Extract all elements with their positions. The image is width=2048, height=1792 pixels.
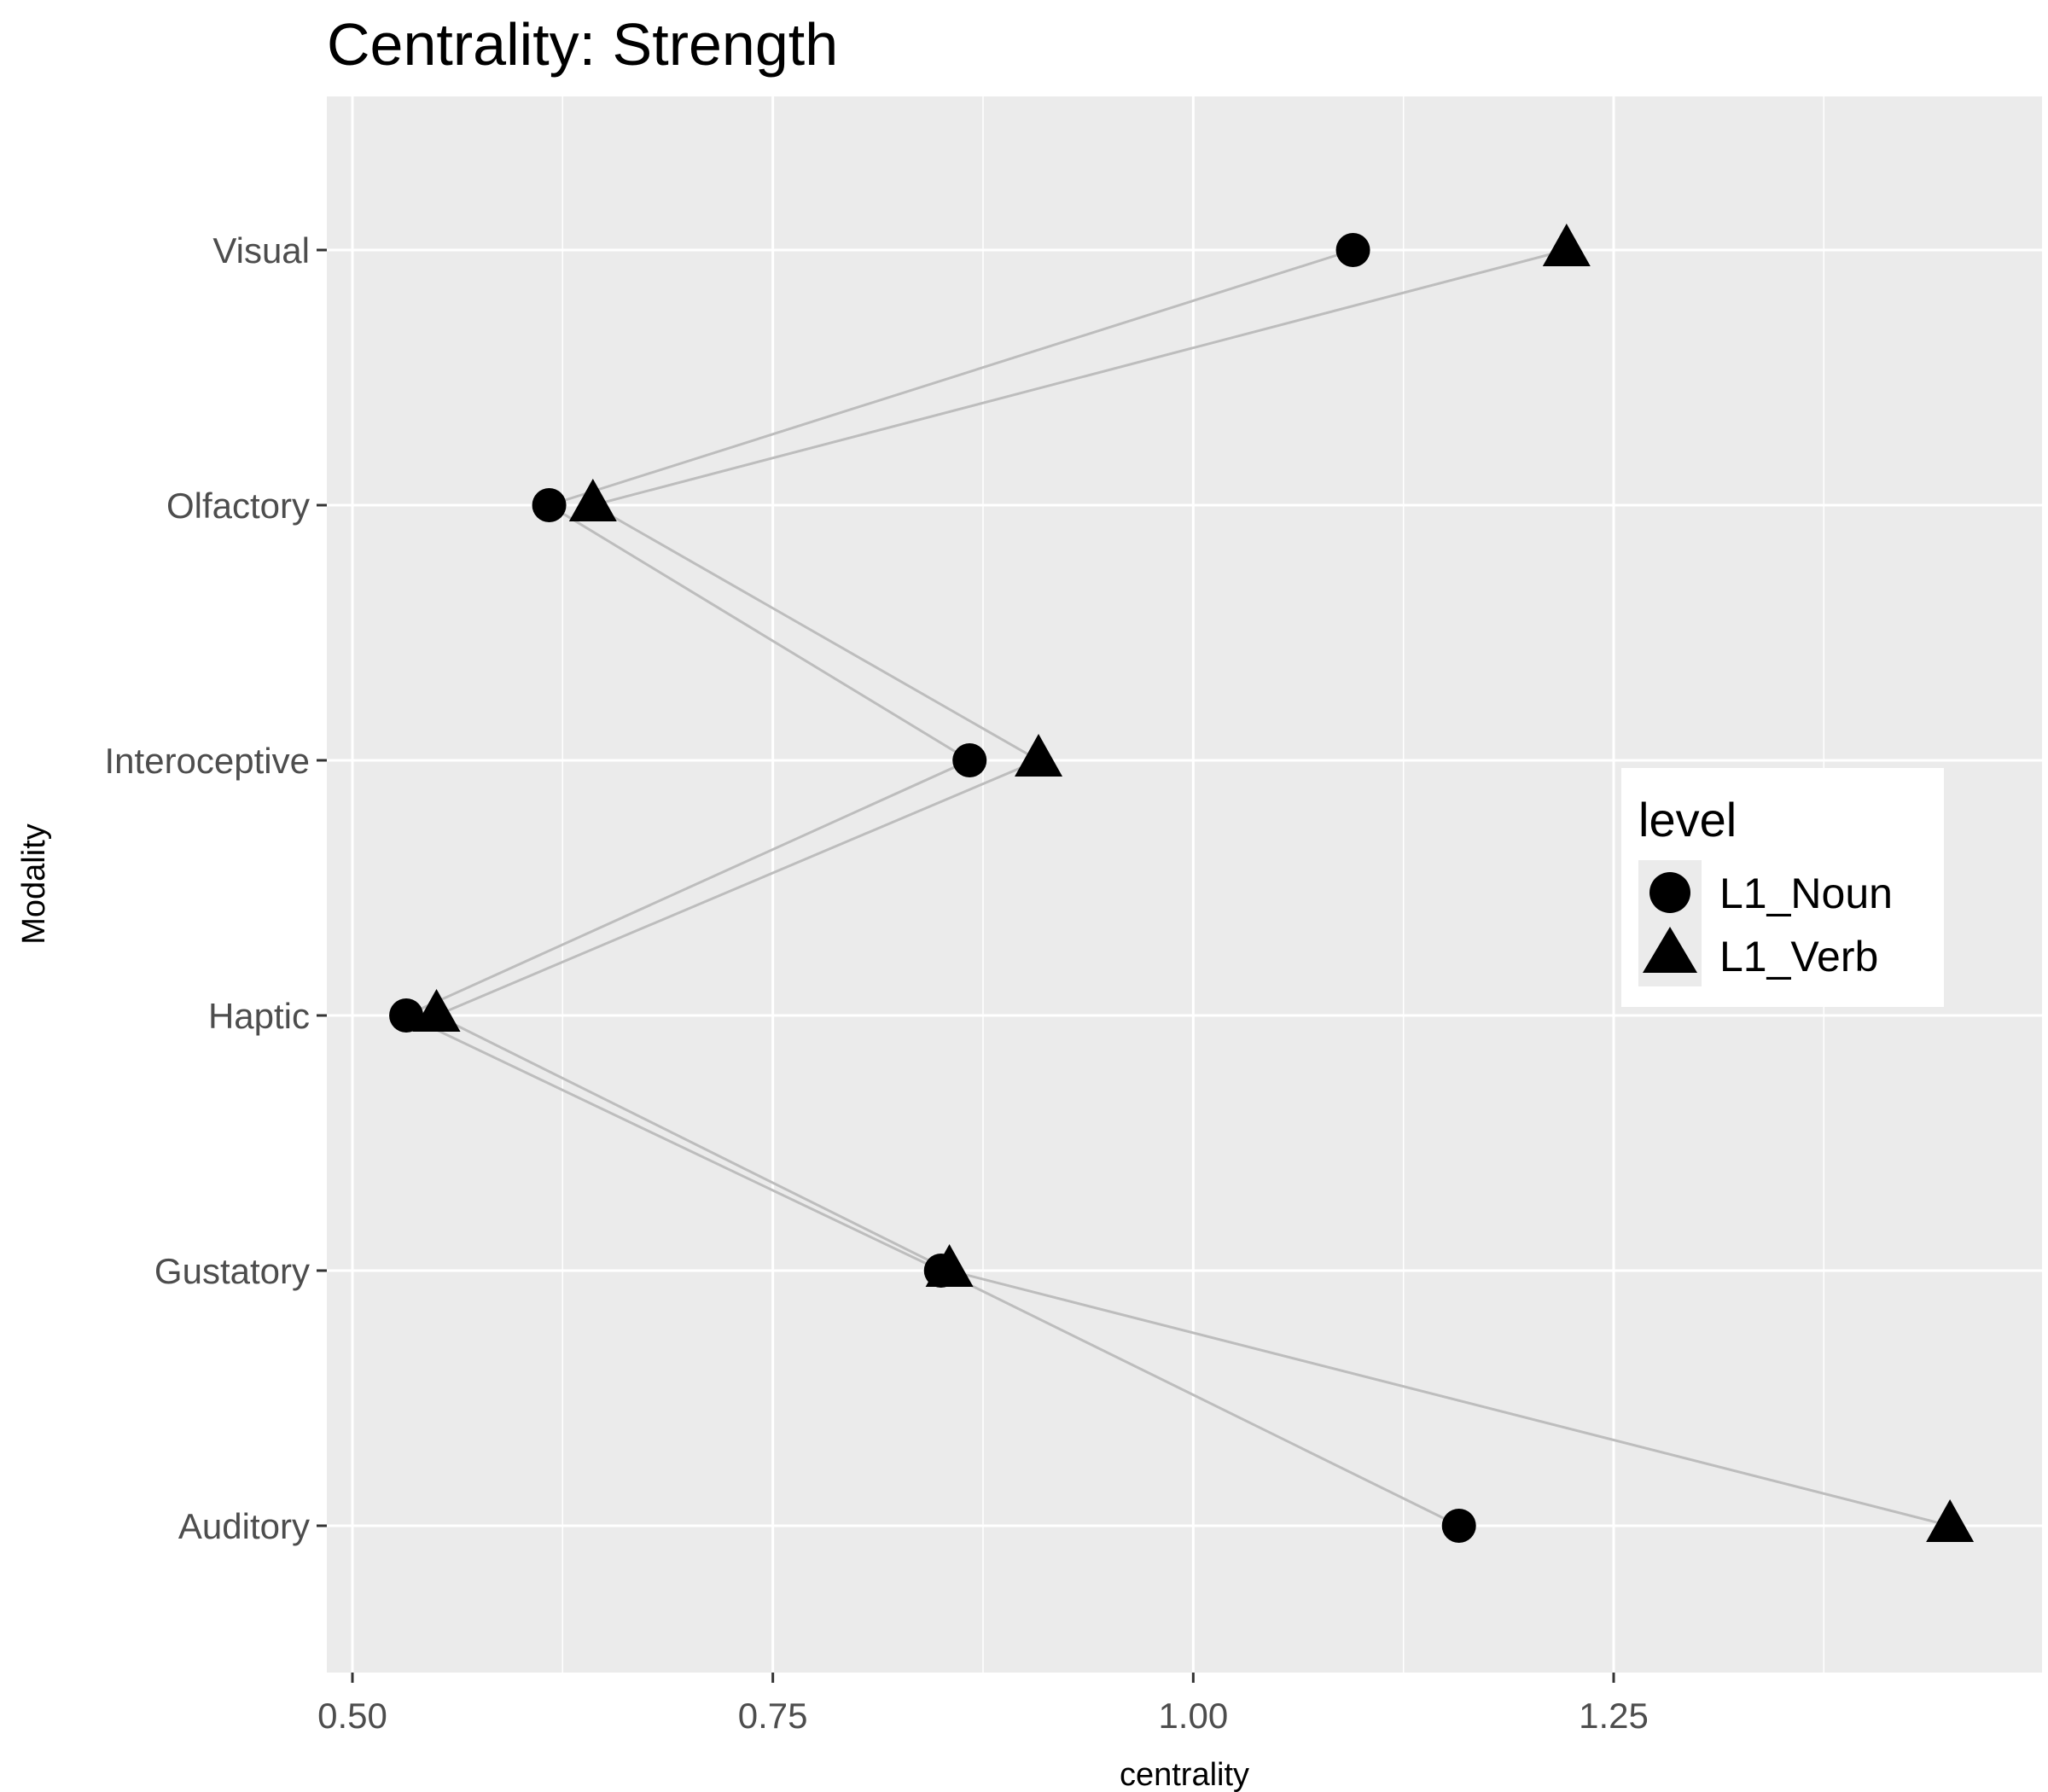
- point-l1-verb-visual: [1542, 224, 1591, 266]
- y-axis-title: Modality: [16, 823, 52, 945]
- point-l1-verb-olfactory: [568, 479, 617, 521]
- point-l1-noun-haptic: [389, 998, 424, 1033]
- legend-triangle-icon: [1643, 927, 1697, 973]
- x-axis-title: centrality: [1120, 1757, 1249, 1792]
- legend-title: level: [1638, 793, 1737, 847]
- legend: level L1_Noun L1_Verb: [1621, 768, 1944, 1007]
- axes: 0.50 0.75 1.00 1.25 Visual Olfactory Interocep…: [105, 230, 1649, 1736]
- x-tick-label-3: 1.25: [1579, 1696, 1649, 1736]
- legend-label-l1-verb: L1_Verb: [1719, 933, 1878, 980]
- data-markers: [389, 224, 1975, 1543]
- point-l1-verb-gustatory: [925, 1244, 974, 1287]
- point-l1-verb-haptic: [412, 989, 461, 1032]
- y-tick-label-visual: Visual: [212, 230, 310, 271]
- y-tick-label-haptic: Haptic: [208, 996, 310, 1036]
- series-lines: [403, 248, 1951, 1527]
- major-gridlines: [327, 96, 2042, 1673]
- point-l1-verb-auditory: [1926, 1499, 1975, 1542]
- x-tick-label-0: 0.50: [317, 1696, 387, 1736]
- y-tick-label-interoceptive: Interoceptive: [105, 741, 310, 781]
- point-l1-noun-auditory: [1441, 1509, 1476, 1543]
- y-tick-label-olfactory: Olfactory: [166, 486, 310, 526]
- y-tick-label-auditory: Auditory: [178, 1506, 310, 1546]
- x-tick-label-2: 1.00: [1158, 1696, 1228, 1736]
- point-l1-verb-interoceptive: [1015, 734, 1063, 777]
- point-l1-noun-interoceptive: [952, 743, 987, 777]
- series-line-l1-verb: [433, 248, 1951, 1527]
- legend-label-l1-noun: L1_Noun: [1719, 870, 1893, 917]
- chart-title: Centrality: Strength: [327, 11, 838, 78]
- x-tick-label-1: 0.75: [738, 1696, 808, 1736]
- point-l1-noun-visual: [1335, 233, 1370, 267]
- legend-circle-icon: [1649, 872, 1690, 913]
- point-l1-noun-olfactory: [532, 488, 567, 522]
- series-line-l1-noun: [403, 248, 1460, 1527]
- y-tick-label-gustatory: Gustatory: [154, 1251, 310, 1291]
